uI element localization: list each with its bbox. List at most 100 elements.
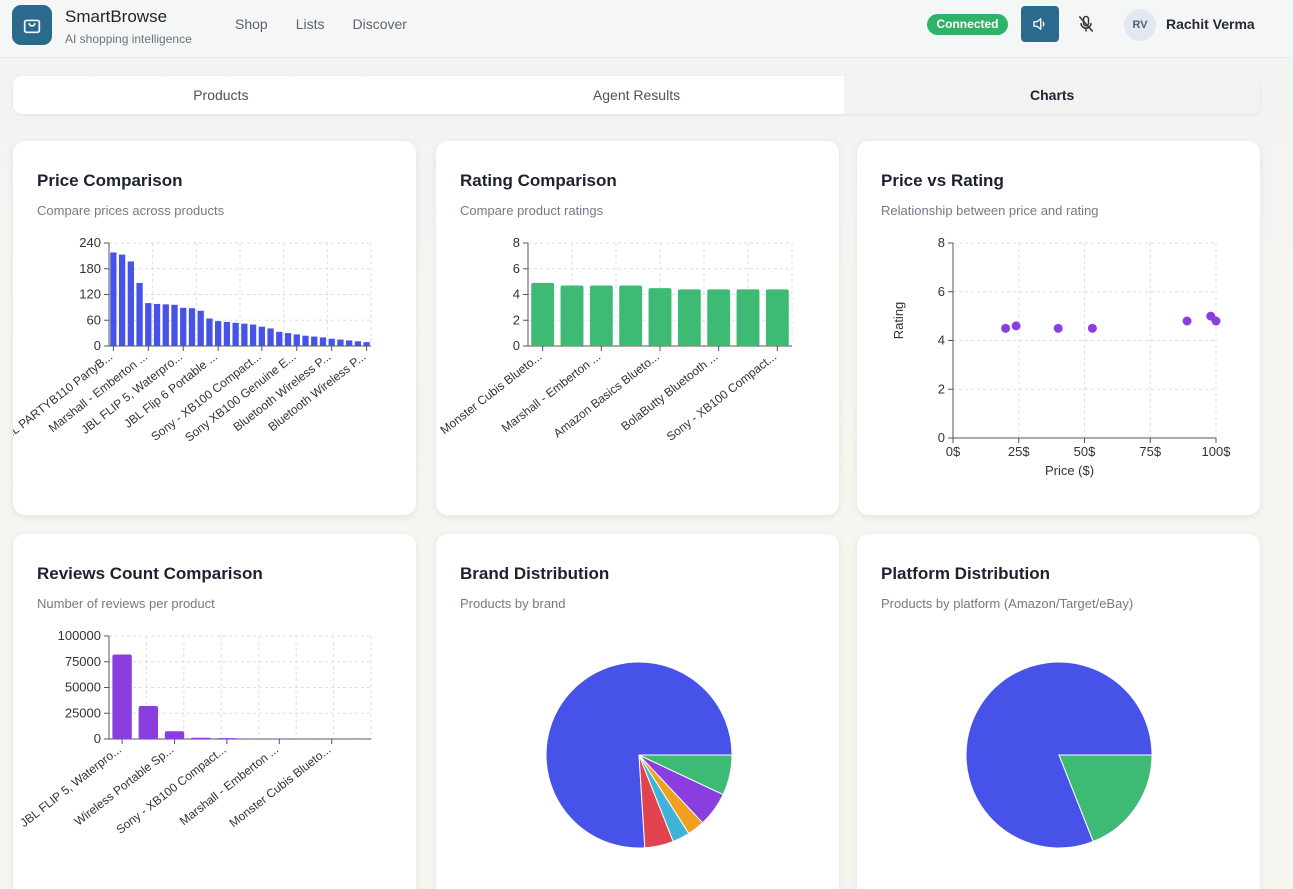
pie-slice bbox=[545, 661, 733, 849]
speaker-icon bbox=[1033, 18, 1045, 30]
tab-charts[interactable]: Charts bbox=[844, 76, 1261, 114]
bar bbox=[215, 321, 222, 346]
x-tick-label: Marshall - Emberton ... bbox=[499, 349, 603, 435]
bar bbox=[328, 338, 335, 346]
bar bbox=[295, 738, 316, 740]
nav-lists[interactable]: Lists bbox=[295, 16, 325, 32]
y-tick-label: 4 bbox=[938, 333, 945, 348]
bar bbox=[311, 336, 318, 346]
speaker-button[interactable] bbox=[1021, 6, 1059, 42]
bar bbox=[232, 322, 239, 346]
nav-shop[interactable]: Shop bbox=[235, 16, 268, 32]
view-tabs: Products Agent Results Charts bbox=[13, 76, 1261, 114]
bar bbox=[319, 337, 327, 346]
y-tick-label: 50000 bbox=[65, 680, 101, 695]
x-tick-label: Amazon Basics Blueto... bbox=[551, 349, 662, 440]
bar bbox=[619, 285, 643, 346]
y-tick-label: 0 bbox=[938, 430, 945, 445]
y-tick-label: 120 bbox=[79, 287, 101, 302]
bar bbox=[153, 303, 161, 346]
x-tick-label: BolaButty Bluetooth ... bbox=[618, 349, 720, 433]
bar bbox=[217, 738, 237, 739]
card-subtitle: Number of reviews per product bbox=[37, 596, 215, 611]
x-axis-label: Price ($) bbox=[1045, 463, 1094, 478]
y-tick-label: 0 bbox=[94, 338, 101, 353]
bar bbox=[589, 285, 613, 346]
card-title: Platform Distribution bbox=[881, 564, 1051, 583]
tab-products[interactable]: Products bbox=[193, 87, 249, 103]
bar bbox=[258, 326, 265, 346]
platform-pie-chart bbox=[965, 661, 1153, 849]
x-tick-label: 25$ bbox=[1008, 444, 1030, 459]
price-rating-scatter-chart: 0$ 25$ 50$ 75$ 100$ 0 2 4 6 8 Price ($) Rating bbox=[891, 235, 1232, 478]
bar bbox=[765, 289, 789, 346]
y-tick-label: 0 bbox=[94, 731, 101, 746]
x-tick-label: 100$ bbox=[1202, 444, 1232, 459]
scatter-point bbox=[1182, 316, 1192, 326]
bar bbox=[249, 324, 257, 346]
bar bbox=[337, 339, 344, 346]
tab-agent-results[interactable]: Agent Results bbox=[592, 87, 681, 103]
reviews-bar-chart: 0 25000 50000 75000 100000 JBL FLIP 5, Waterp… bbox=[17, 628, 372, 837]
y-tick-label: 2 bbox=[938, 381, 945, 396]
x-tick-label: Marshall - Emberton ... bbox=[177, 742, 281, 828]
card-title: Brand Distribution bbox=[460, 564, 610, 583]
user-name[interactable]: Rachit Verma bbox=[1166, 16, 1255, 32]
card-subtitle: Products by platform (Amazon/Target/eBay… bbox=[881, 596, 1134, 611]
pie-slice bbox=[1058, 754, 1153, 843]
bar bbox=[243, 738, 263, 740]
scatter-point bbox=[1011, 321, 1021, 331]
scatter-point bbox=[1001, 323, 1011, 333]
scatter-point bbox=[1053, 323, 1063, 333]
y-tick-label: 2 bbox=[513, 312, 520, 327]
bar bbox=[138, 706, 158, 739]
scatter-point bbox=[1211, 316, 1221, 326]
x-tick-label: 75$ bbox=[1139, 444, 1161, 459]
x-tick-label: 50$ bbox=[1074, 444, 1096, 459]
x-tick-label: Monster Cubis Blueto... bbox=[227, 742, 334, 830]
bar bbox=[276, 331, 283, 346]
bar bbox=[136, 282, 143, 346]
main-nav: Shop Lists Discover bbox=[235, 16, 435, 32]
bar bbox=[241, 323, 248, 346]
nav-discover[interactable]: Discover bbox=[352, 16, 407, 32]
pie-slice bbox=[638, 754, 733, 796]
mute-mic-button[interactable] bbox=[1070, 7, 1102, 41]
bar bbox=[363, 342, 370, 346]
app-logo[interactable] bbox=[12, 5, 52, 45]
brand-pie-chart bbox=[545, 661, 733, 849]
rating-bar-chart: 0 2 4 6 8 Monster Cubis Blueto...Marshall - E… bbox=[438, 235, 793, 444]
price-comparison-card: Price Comparison Compare prices across p… bbox=[13, 141, 416, 515]
y-tick-label: 6 bbox=[938, 284, 945, 299]
y-tick-label: 8 bbox=[513, 235, 520, 250]
bar bbox=[736, 289, 760, 346]
y-axis-label: Rating bbox=[891, 302, 906, 340]
bar bbox=[191, 737, 211, 739]
bar bbox=[197, 310, 204, 346]
avatar[interactable]: RV bbox=[1124, 9, 1156, 41]
price-vs-rating-card: Price vs Rating Relationship between pri… bbox=[857, 141, 1260, 515]
x-tick-label: Sony - XB100 Compact... bbox=[664, 349, 779, 443]
card-title: Reviews Count Comparison bbox=[37, 564, 263, 583]
card-subtitle: Compare product ratings bbox=[460, 203, 604, 218]
bar bbox=[677, 289, 701, 346]
brand-distribution-card: Brand Distribution Products by brand bbox=[436, 534, 839, 889]
app-name: SmartBrowse bbox=[65, 7, 168, 26]
y-tick-label: 25000 bbox=[65, 705, 101, 720]
bar bbox=[354, 341, 362, 346]
bar bbox=[110, 252, 117, 346]
bar bbox=[269, 738, 289, 740]
connection-status-badge: Connected bbox=[927, 14, 1008, 35]
bar bbox=[145, 303, 152, 346]
bar bbox=[302, 335, 309, 346]
bar bbox=[531, 282, 555, 346]
shopping-bag-icon bbox=[23, 19, 41, 34]
bar bbox=[707, 289, 731, 346]
bar bbox=[171, 304, 178, 346]
mic-off-icon bbox=[1078, 15, 1094, 32]
card-subtitle: Compare prices across products bbox=[37, 203, 225, 218]
card-title: Price vs Rating bbox=[881, 171, 1004, 190]
y-tick-label: 4 bbox=[513, 287, 520, 302]
app-tagline: AI shopping intelligence bbox=[65, 32, 192, 46]
